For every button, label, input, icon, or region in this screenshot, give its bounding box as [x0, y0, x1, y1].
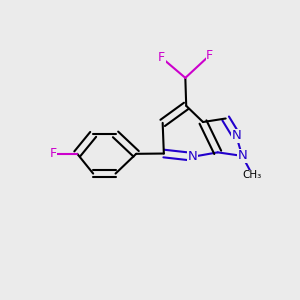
Text: F: F [49, 147, 56, 160]
Text: N: N [231, 129, 241, 142]
Text: CH₃: CH₃ [243, 170, 262, 180]
Text: N: N [237, 149, 247, 162]
Text: F: F [158, 51, 165, 64]
Text: F: F [206, 49, 213, 62]
Text: N: N [188, 150, 198, 163]
